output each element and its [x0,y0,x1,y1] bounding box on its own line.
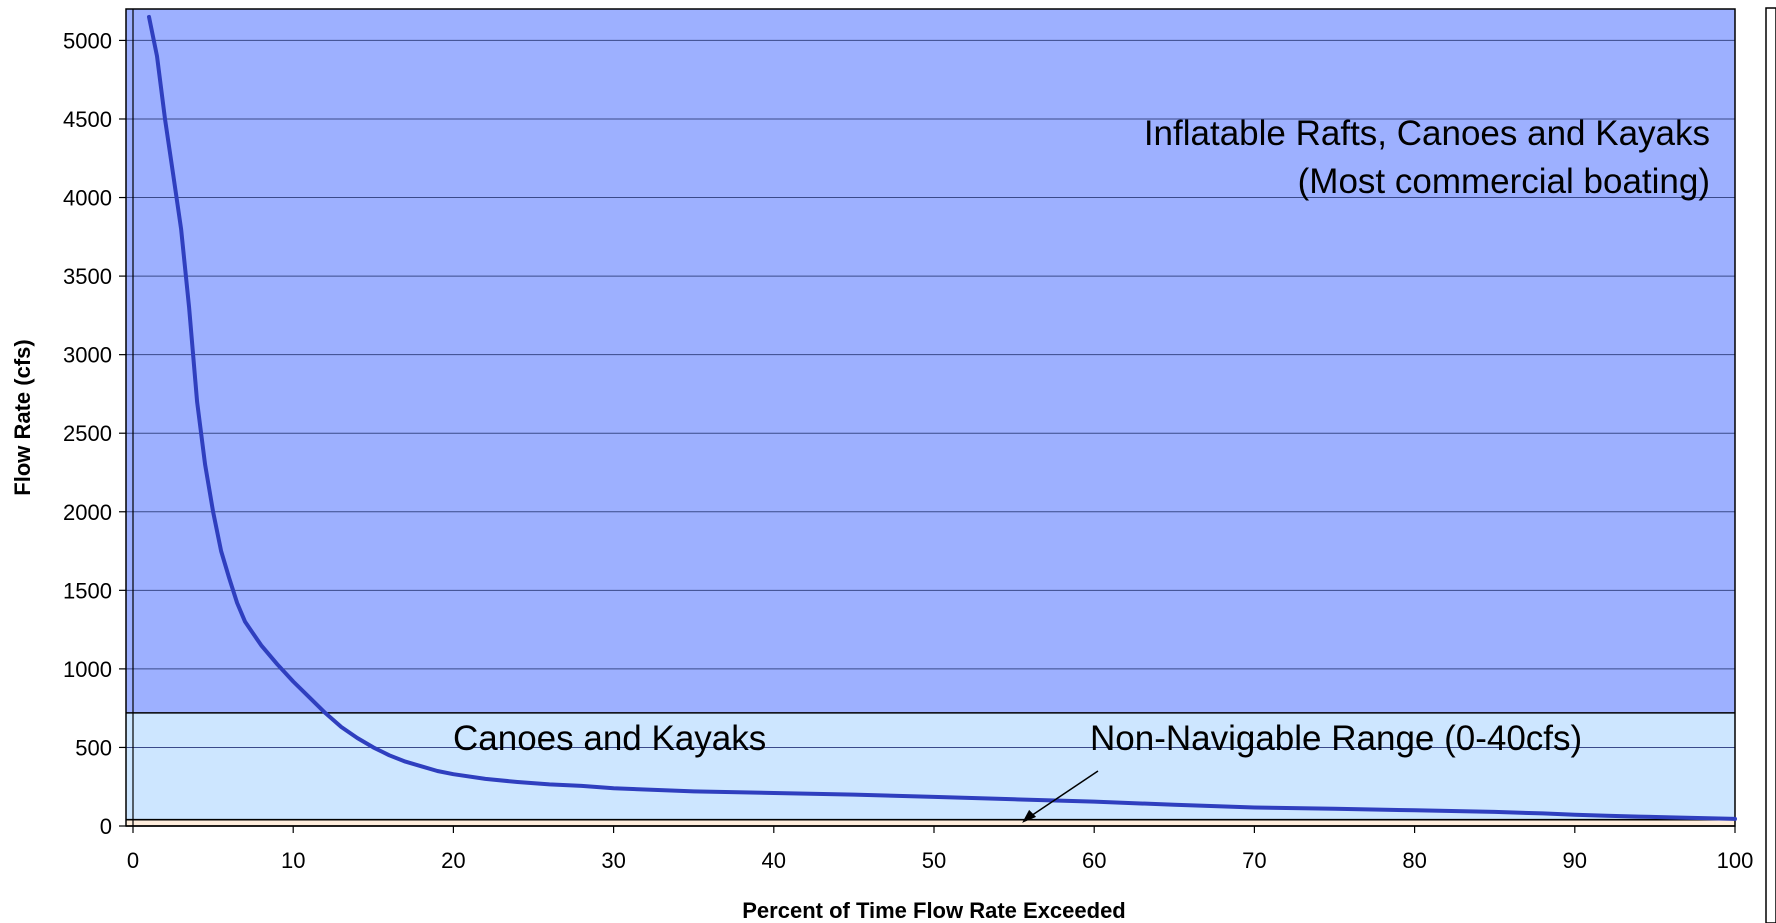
x-tick-label: 80 [1402,848,1426,873]
callout-arrowhead [1022,809,1037,823]
zone-band-2 [126,819,1735,826]
zone-label-layer: Inflatable Rafts, Canoes and Kayaks (Most… [453,114,1710,758]
x-tick-label: 30 [601,848,625,873]
x-axis: 0 10 20 30 40 50 60 70 80 90 100 [126,825,1754,873]
y-tick-label: 2500 [63,421,112,446]
series-line-0 [147,14,1737,821]
zone-layer [126,9,1735,826]
y-tick-label: 3500 [63,264,112,289]
y-tick-label: 0 [100,814,112,839]
y-tick-label: 1000 [63,657,112,682]
y-tick-label: 1500 [63,578,112,603]
y-tick-label: 4000 [63,186,112,211]
zone-boundary-layer [126,712,1735,821]
right-panel-edge [1765,7,1776,923]
x-tick-label: 40 [762,848,786,873]
y-tick-label: 4500 [63,107,112,132]
x-tick-label: 50 [922,848,946,873]
zone-label-boating: (Most commercial boating) [1298,162,1710,201]
x-axis-title: Percent of Time Flow Rate Exceeded [742,898,1126,923]
x-tick-label: 90 [1563,848,1587,873]
x-tick-label: 20 [441,848,465,873]
y-axis-title: Flow Rate (cfs) [10,339,35,495]
y-tick-label: 500 [75,735,112,760]
x-tick-label: 60 [1082,848,1106,873]
zone-band-0 [126,9,1735,713]
non-navigable-callout-arrow [1027,770,1099,819]
y-axis: 0 500 1000 1500 2000 2500 3000 3500 4000 4500 5000 [63,9,134,839]
x-tick-label: 70 [1242,848,1266,873]
zone-label-canoes-kayaks: Canoes and Kayaks [453,719,766,758]
zone-label-boating: Inflatable Rafts, Canoes and Kayaks [1144,114,1710,153]
zone-band-1 [126,712,1735,820]
y-tick-label: 2000 [63,500,112,525]
x-tick-label: 0 [127,848,139,873]
x-tick-label: 10 [281,848,305,873]
x-tick-label: 100 [1717,848,1754,873]
zone-label-non-navigable: Non-Navigable Range (0-40cfs) [1090,719,1582,758]
y-tick-label: 3000 [63,343,112,368]
gridline-layer [126,39,1735,748]
y-tick-label: 5000 [63,28,112,53]
series-layer [147,14,1737,821]
